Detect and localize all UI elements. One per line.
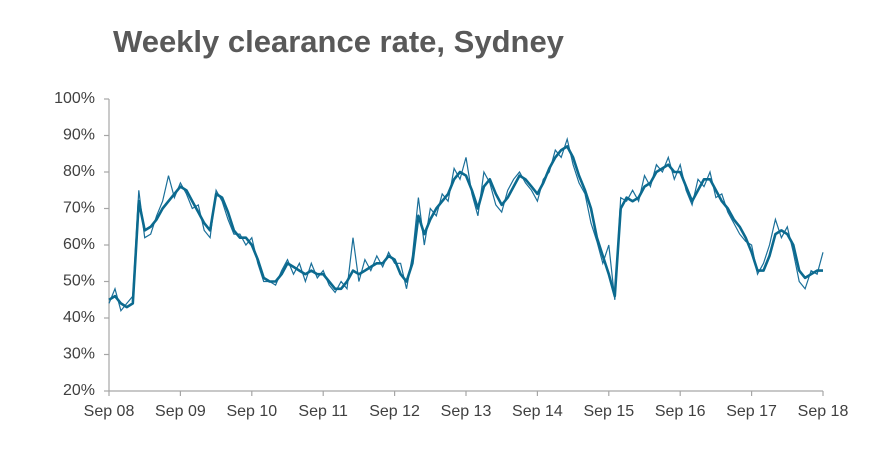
x-tick-label: Sep 16 — [655, 403, 706, 420]
x-tick-label: Sep 08 — [84, 403, 135, 420]
x-tick-label: Sep 14 — [512, 403, 563, 420]
y-tick-label: 90% — [63, 127, 95, 144]
chart-title: Weekly clearance rate, Sydney — [113, 24, 565, 59]
y-tick-label: 30% — [63, 346, 95, 363]
x-tick-label: Sep 12 — [369, 403, 420, 420]
x-tick-label: Sep 11 — [298, 403, 348, 420]
x-tick-label: Sep 10 — [226, 403, 277, 420]
y-tick-label: 40% — [63, 309, 95, 326]
y-tick-label: 60% — [63, 236, 95, 253]
y-tick-label: 80% — [63, 163, 95, 180]
x-tick-label: Sep 09 — [155, 403, 206, 420]
y-tick-label: 100% — [54, 90, 95, 107]
y-tick-label: 70% — [63, 200, 95, 217]
x-tick-label: Sep 15 — [583, 403, 634, 420]
x-tick-label: Sep 18 — [798, 403, 849, 420]
series-line — [108, 145, 823, 309]
x-tick-label: Sep 17 — [726, 403, 777, 420]
y-tick-label: 20% — [63, 382, 95, 399]
x-tick-label: Sep 13 — [441, 403, 492, 420]
y-tick-label: 50% — [63, 273, 95, 290]
series-line — [108, 136, 824, 312]
